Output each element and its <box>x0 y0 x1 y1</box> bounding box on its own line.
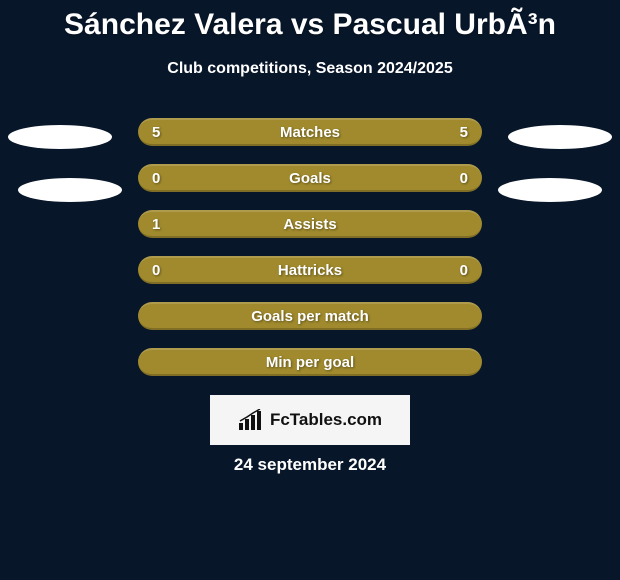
stat-label: Assists <box>283 216 336 233</box>
stat-label: Hattricks <box>278 262 342 279</box>
stat-left-value: 0 <box>138 170 160 187</box>
page-title: Sánchez Valera vs Pascual UrbÃ³n <box>0 0 620 42</box>
stat-left-value: 5 <box>138 124 160 141</box>
stat-label: Matches <box>280 124 340 141</box>
logo-box: FcTables.com <box>210 395 410 445</box>
decorative-ellipse <box>508 125 612 149</box>
stat-row: 0 Goals 0 <box>138 164 482 192</box>
date-text: 24 september 2024 <box>234 455 386 475</box>
stat-row: 0 Hattricks 0 <box>138 256 482 284</box>
stat-left-value: 1 <box>138 216 160 233</box>
subtitle: Club competitions, Season 2024/2025 <box>0 60 620 78</box>
logo-content: FcTables.com <box>238 409 382 431</box>
stats-container: 5 Matches 5 0 Goals 0 1 Assists 0 Hattri… <box>0 118 620 376</box>
decorative-ellipse <box>498 178 602 202</box>
stat-right-value: 5 <box>460 124 482 141</box>
stat-right-value: 0 <box>460 170 482 187</box>
stat-label: Min per goal <box>266 354 354 371</box>
stat-row: Min per goal <box>138 348 482 376</box>
stat-row: 1 Assists <box>138 210 482 238</box>
stat-label: Goals per match <box>251 308 369 325</box>
decorative-ellipse <box>8 125 112 149</box>
stat-label: Goals <box>289 170 331 187</box>
stat-right-value: 0 <box>460 262 482 279</box>
stat-row: Goals per match <box>138 302 482 330</box>
chart-icon <box>238 409 266 431</box>
decorative-ellipse <box>18 178 122 202</box>
logo-text: FcTables.com <box>270 410 382 430</box>
stat-left-value: 0 <box>138 262 160 279</box>
stat-row: 5 Matches 5 <box>138 118 482 146</box>
